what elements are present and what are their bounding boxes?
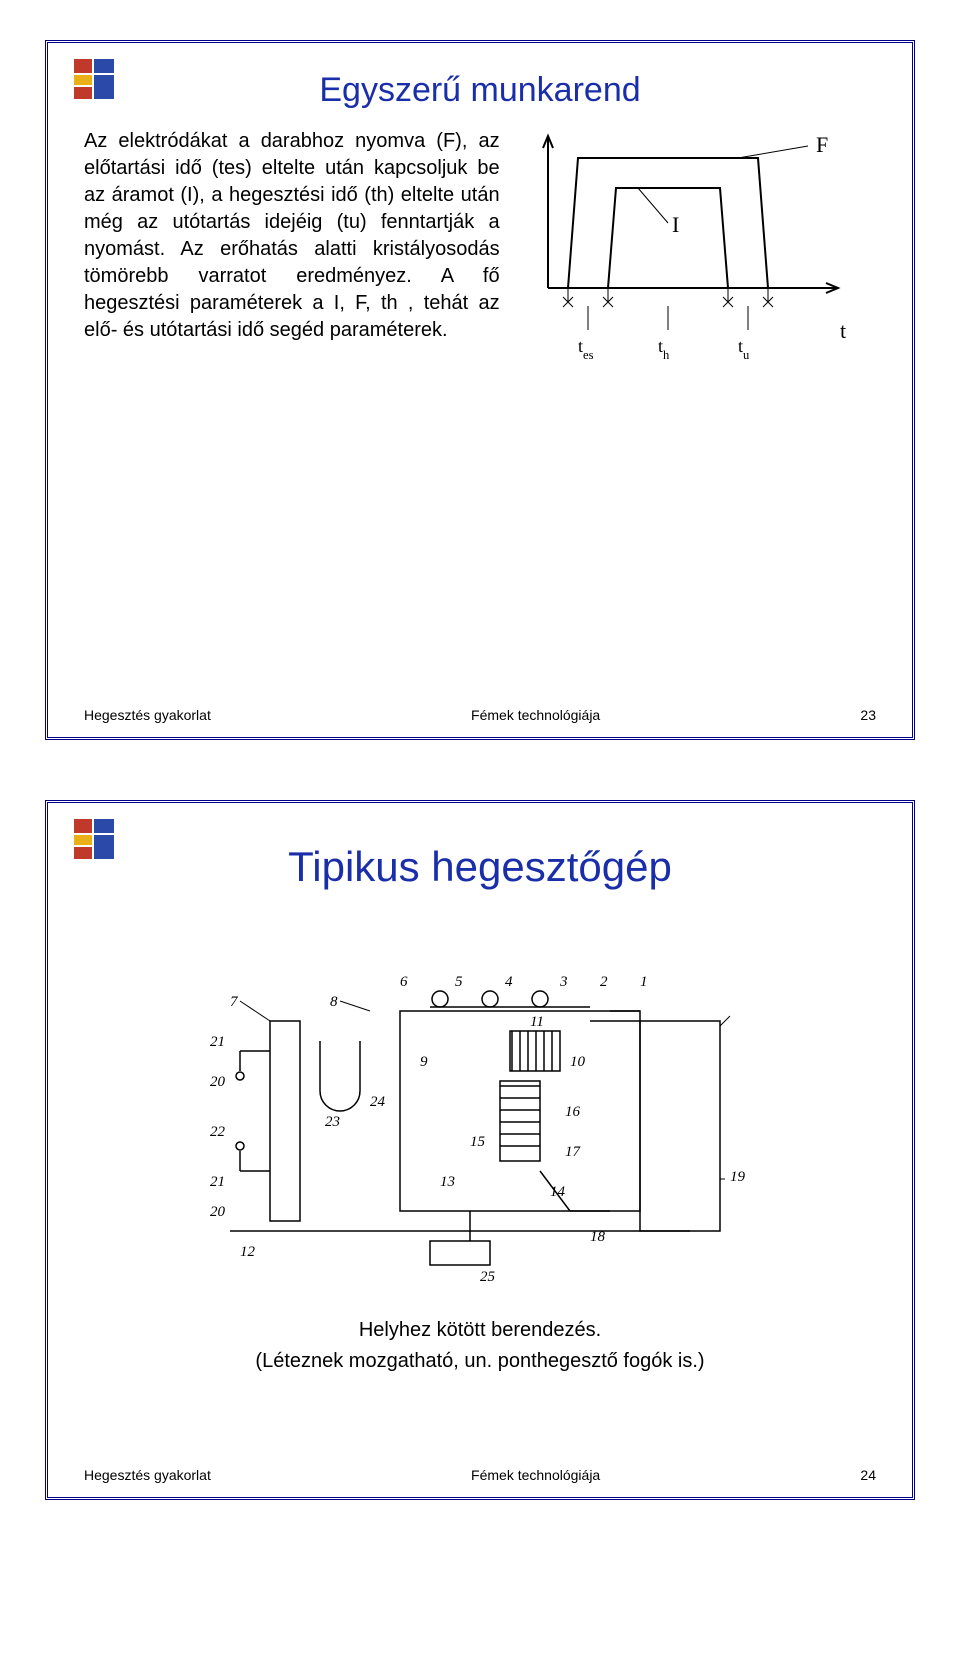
footer-center: Fémek technológiája [471, 1467, 600, 1483]
svg-text:17: 17 [565, 1144, 582, 1160]
svg-text:9: 9 [420, 1054, 428, 1070]
slide-footer: Hegesztés gyakorlat Fémek technológiája … [84, 707, 876, 723]
svg-text:t: t [840, 318, 846, 343]
svg-text:th: th [658, 336, 670, 362]
svg-text:19: 19 [730, 1169, 746, 1185]
corner-logo-icon [74, 59, 114, 99]
svg-text:18: 18 [590, 1229, 606, 1245]
machine-schematic-svg: 1972120222120128654321910112324151314161… [170, 911, 790, 1311]
svg-text:8: 8 [330, 994, 338, 1010]
svg-text:13: 13 [440, 1174, 455, 1190]
footer-page: 23 [860, 707, 876, 723]
svg-text:20: 20 [210, 1074, 226, 1090]
svg-text:25: 25 [480, 1269, 496, 1285]
caption-line1: Helyhez kötött berendezés. [84, 1319, 876, 1342]
svg-text:21: 21 [210, 1034, 225, 1050]
footer-center: Fémek technológiája [471, 707, 600, 723]
svg-text:tu: tu [738, 336, 750, 362]
svg-text:5: 5 [455, 974, 463, 990]
svg-text:15: 15 [470, 1134, 486, 1150]
slide-title: Egyszerű munkarend [84, 71, 876, 110]
timing-diagram: F Ites th tu t [520, 128, 876, 388]
slide-footer: Hegesztés gyakorlat Fémek technológiája … [84, 1467, 876, 1483]
svg-text:4: 4 [505, 974, 513, 990]
corner-logo-icon [74, 819, 114, 859]
svg-text:6: 6 [400, 974, 408, 990]
svg-text:2: 2 [600, 974, 608, 990]
footer-page: 24 [860, 1467, 876, 1483]
svg-text:14: 14 [550, 1184, 566, 1200]
svg-text:F: F [816, 132, 828, 157]
slide-1: Egyszerű munkarend Az elektródákat a dar… [45, 40, 915, 740]
svg-text:11: 11 [530, 1014, 544, 1030]
machine-schematic: 1972120222120128654321910112324151314161… [84, 911, 876, 1311]
svg-text:22: 22 [210, 1124, 226, 1140]
slide-2: Tipikus hegesztőgép 19721202221201286543… [45, 800, 915, 1500]
footer-left: Hegesztés gyakorlat [84, 707, 211, 723]
svg-text:20: 20 [210, 1204, 226, 1220]
slide-title: Tipikus hegesztőgép [84, 843, 876, 891]
svg-text:23: 23 [325, 1114, 340, 1130]
svg-text:12: 12 [240, 1244, 256, 1260]
footer-left: Hegesztés gyakorlat [84, 1467, 211, 1483]
svg-text:I: I [672, 212, 679, 237]
svg-text:3: 3 [559, 974, 568, 990]
timing-diagram-svg: F Ites th tu t [538, 128, 858, 388]
caption-line2: (Léteznek mozgatható, un. ponthegesztő f… [84, 1350, 876, 1373]
svg-text:1: 1 [640, 974, 648, 990]
slide-body: Az elektródákat a darabhoz nyomva (F), a… [84, 128, 876, 388]
svg-text:16: 16 [565, 1104, 581, 1120]
svg-text:10: 10 [570, 1054, 586, 1070]
svg-text:tes: tes [578, 336, 594, 362]
svg-text:21: 21 [210, 1174, 225, 1190]
svg-text:24: 24 [370, 1094, 386, 1110]
svg-text:7: 7 [230, 994, 239, 1010]
body-paragraph: Az elektródákat a darabhoz nyomva (F), a… [84, 128, 520, 344]
